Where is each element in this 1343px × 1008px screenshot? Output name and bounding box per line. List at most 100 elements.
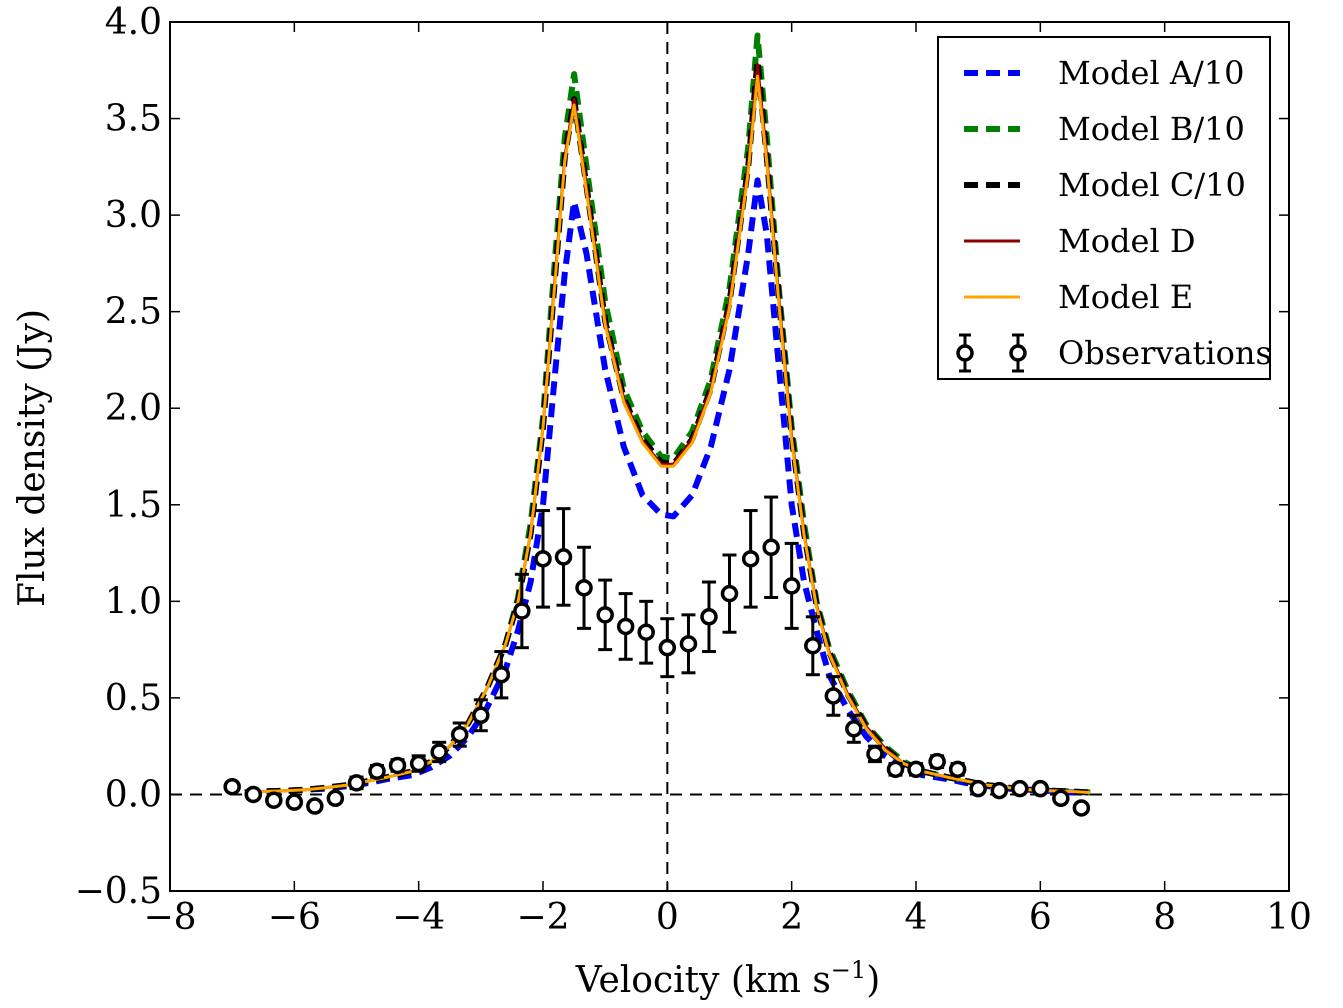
observation-marker [430,743,448,761]
observation-point [575,545,593,630]
y-tick-label: 0.0 [105,774,162,815]
legend-entry: Observations [956,333,1272,373]
observation-point [616,592,635,661]
observation-marker [388,756,407,775]
y-tick-label: 0.5 [105,678,162,719]
observation-point [762,495,780,599]
legend-entry: Model D [964,222,1196,260]
observation-marker [886,760,905,779]
observation-point [741,509,760,609]
observation-marker [845,720,863,738]
observation-marker [347,774,366,792]
observation-marker [720,584,739,603]
observation-marker [804,636,822,655]
x-tick-label: 0 [656,897,679,938]
observation-marker [616,617,635,636]
observation-point [430,740,448,764]
y-tick-label: 1.0 [105,581,162,622]
observation-point [347,774,366,792]
observation-marker [596,606,614,624]
observation-marker [1031,779,1050,798]
observation-point [265,791,283,809]
legend-marker [956,344,974,362]
observation-point [928,752,946,771]
legend-label: Model A/10 [1058,54,1244,92]
observation-point [637,599,655,665]
observation-point [720,553,739,634]
x-tick-label: 4 [905,897,928,938]
observation-marker [223,777,241,796]
observation-marker [741,550,760,568]
observation-marker [907,760,925,779]
observation-marker [990,781,1009,800]
observation-point [782,541,801,630]
x-tick-label: −6 [268,897,321,938]
observation-point [990,781,1009,800]
observation-marker [409,754,428,773]
observation-marker [450,725,469,744]
y-tick-label: −0.5 [75,871,162,912]
x-tick-label: 6 [1029,897,1052,938]
observation-marker [285,793,304,811]
observation-marker [1011,779,1029,798]
observation-point [1052,789,1070,808]
observation-point [388,756,407,775]
y-tick-label: 4.0 [105,2,162,43]
observation-marker [513,602,531,620]
legend-box [937,36,1271,380]
observation-point [492,650,511,700]
y-tick-label: 3.0 [105,195,162,236]
legend-entry: Model C/10 [964,166,1246,204]
legend: Model A/10 Model B/10 Model C/10 Model D Mod… [937,36,1272,380]
y-tick-labels: −0.5 0.0 0.5 1.0 1.5 2.0 2.5 3.0 3.5 4.0 [75,2,162,912]
observation-point [534,509,552,609]
observation-point [907,760,925,779]
observation-point [1031,779,1050,798]
legend-label: Model D [1058,222,1196,260]
x-tick-labels: −8 −6 −4 −2 0 2 4 6 8 10 [143,897,1311,938]
axis-ticks [169,21,1290,892]
observation-point [472,698,490,733]
observation-point [554,507,573,607]
observation-marker [948,760,967,779]
observation-point [368,762,386,781]
observation-marker [928,752,946,771]
observation-point [306,797,324,815]
observation-point [845,713,863,744]
observation-point [700,580,718,654]
observation-point [596,578,614,652]
observation-point [948,760,967,779]
observation-marker [866,745,884,763]
observation-point [886,760,905,779]
observation-marker [782,577,801,595]
observation-marker [306,797,324,815]
y-tick-label: 1.5 [105,485,162,526]
observation-point [513,572,531,650]
observation-marker [244,785,263,804]
observation-point [969,779,987,798]
legend-marker [1009,344,1027,362]
observation-marker [969,779,987,798]
observation-point [223,777,241,796]
y-tick-label: 3.5 [105,99,162,140]
x-tick-label: 10 [1266,897,1312,938]
observation-marker [575,579,593,597]
observation-marker [534,550,552,568]
observation-point [450,721,469,748]
observation-point [804,615,822,677]
x-tick-label: −8 [143,897,196,938]
observation-point [866,744,884,764]
observation-marker [554,548,573,566]
observation-marker [368,762,386,781]
observation-point [1072,799,1091,817]
legend-label: Model E [1058,278,1193,316]
observation-point [244,785,263,804]
legend-label: Model B/10 [1058,110,1245,148]
series-line-model-b-10 [244,32,1091,796]
y-axis-title: Flux density (Jy) [12,309,53,607]
observation-marker [326,789,345,808]
x-tick-label: 2 [780,897,803,938]
observation-marker [265,791,283,809]
observation-point [326,789,345,808]
